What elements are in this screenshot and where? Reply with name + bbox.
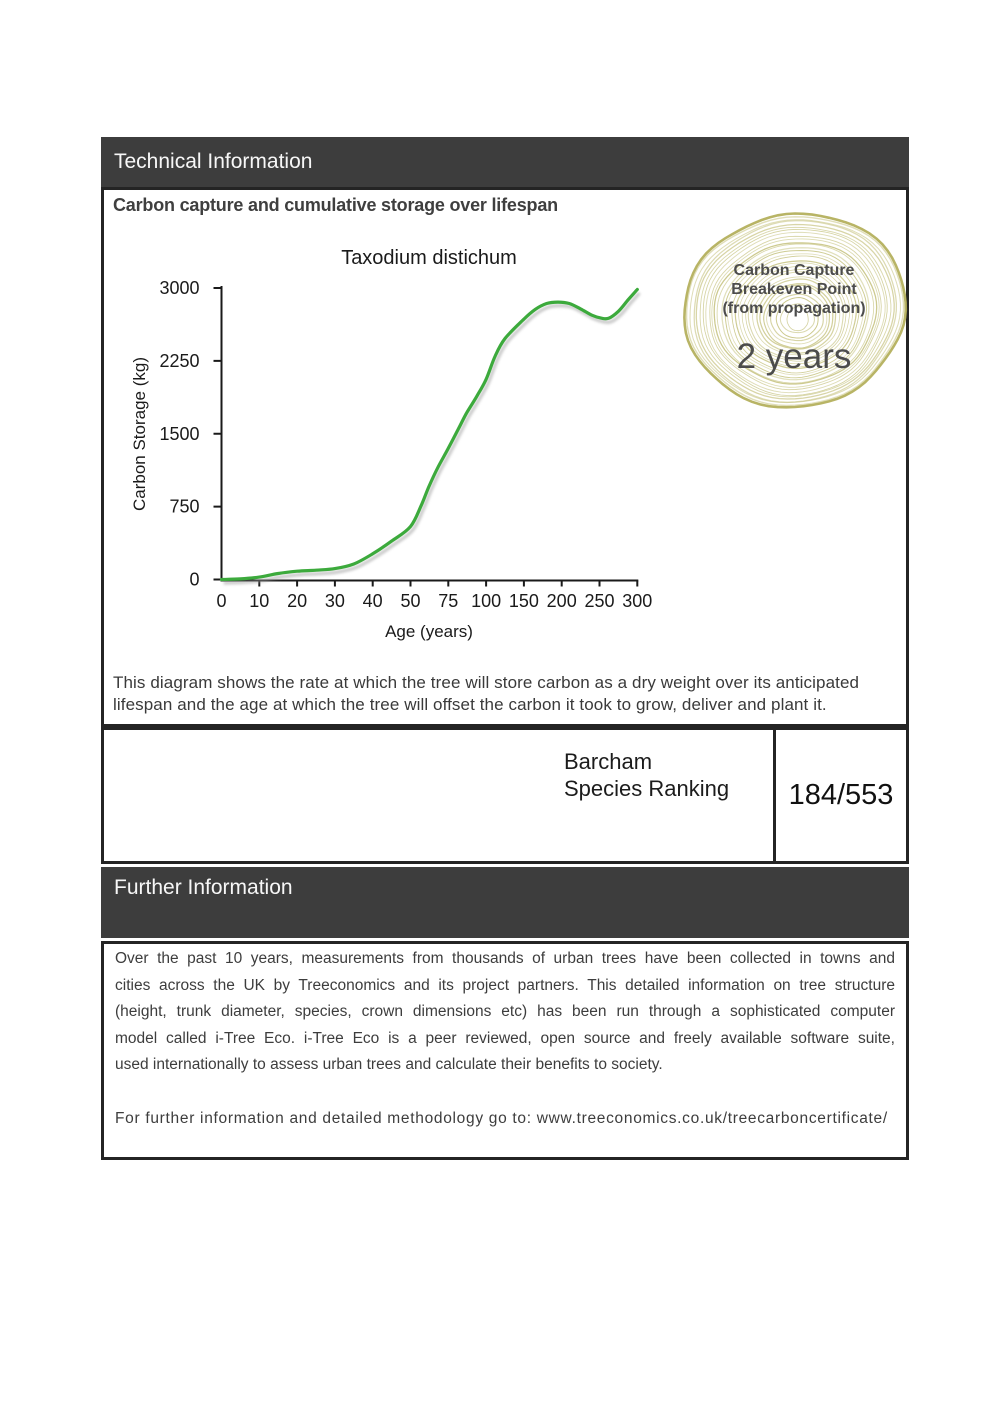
chart-caption-line1: This diagram shows the rate at which the… [113,673,860,692]
svg-text:50: 50 [400,591,420,611]
svg-text:40: 40 [363,591,383,611]
methodology-link-line: For further information and detailed met… [115,1109,888,1127]
info-paragraph-line2: cities across the UK by Treeconomics and… [115,976,895,994]
svg-text:750: 750 [169,497,199,517]
info-paragraph-line1: Over the past 10 years, measurements fro… [115,950,895,967]
further-information-title: Further Information [114,876,293,899]
svg-text:Carbon Storage (kg): Carbon Storage (kg) [130,357,149,511]
svg-text:100: 100 [471,591,501,611]
chart-panel-title: Carbon capture and cumulative storage ov… [113,195,558,215]
species-ranking-label: Barcham Species Ranking [564,749,729,802]
breakeven-value: 2 years [736,337,852,376]
svg-text:300: 300 [622,591,652,611]
svg-text:3000: 3000 [159,278,199,298]
stamp-label-line3: (from propagation) [722,300,866,317]
stamp-label-line2: Breakeven Point [731,281,857,298]
ranking-label-line1: Barcham [564,749,653,774]
ranking-label-line2: Species Ranking [564,775,730,801]
species-ranking-value: 184/553 [788,779,894,811]
chart-panel: Carbon capture and cumulative storage ov… [101,187,909,727]
section-header-technical: Technical Information [101,137,909,187]
svg-text:0: 0 [216,591,226,611]
breakeven-stamp-label: Carbon Capture Breakeven Point (from pro… [679,261,909,318]
svg-text:1500: 1500 [159,424,199,444]
svg-text:75: 75 [438,591,458,611]
svg-text:Taxodium distichum: Taxodium distichum [341,247,517,269]
species-ranking-section: Barcham Species Ranking 184/553 [101,727,909,864]
svg-text:0: 0 [189,570,199,590]
further-info-panel: Over the past 10 years, measurements fro… [101,941,909,1160]
chart-caption-line2: lifespan and the age at which the tree w… [113,694,827,714]
svg-text:250: 250 [584,591,614,611]
svg-text:10: 10 [249,591,269,611]
svg-text:2250: 2250 [159,351,199,371]
chart-caption: This diagram shows the rate at which the… [113,672,903,715]
tree-rings-stamp-icon [683,212,908,409]
species-ranking-value-cell: 184/553 [776,730,906,861]
info-paragraph-line3: (height, trunk diameter, species, crown … [115,1003,895,1021]
certificate-sheet: Technical Information Carbon capture and… [101,137,909,1160]
stamp-label-line1: Carbon Capture [733,262,855,279]
technical-information-title: Technical Information [114,150,313,173]
svg-text:200: 200 [547,591,577,611]
species-ranking-label-cell: Barcham Species Ranking [104,730,776,861]
section-header-further: Further Information [101,867,909,938]
info-paragraph-line5: used internationally to assess urban tre… [115,1056,663,1074]
svg-text:150: 150 [509,591,539,611]
svg-text:30: 30 [325,591,345,611]
info-paragraph-line4: model called i-Tree Eco. i-Tree Eco is a… [115,1029,895,1047]
svg-text:20: 20 [287,591,307,611]
carbon-storage-chart: Taxodium distichum Age (years) Carbon Stor… [130,247,652,641]
svg-text:Age (years): Age (years) [385,622,473,641]
paragraph-spacer [115,1079,895,1106]
